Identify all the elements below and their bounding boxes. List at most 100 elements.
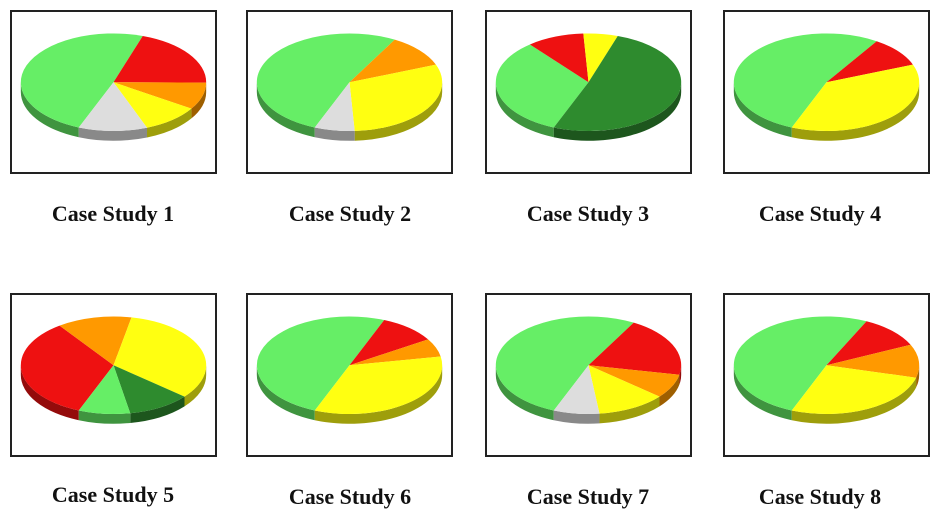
pie-top-faces <box>256 33 443 132</box>
pie-side-faces <box>733 82 920 141</box>
pie-top-faces <box>256 316 443 415</box>
pie-slice-1-light-green <box>733 33 877 128</box>
pie-slice-4-yellow <box>791 365 917 415</box>
pie-slice-4-yellow <box>314 356 443 415</box>
pie-slice-4-dark-green <box>113 365 185 414</box>
pie-side-4 <box>130 396 185 423</box>
caption-case-study-4: Case Study 4 <box>758 201 882 226</box>
pie-side-4 <box>553 82 682 141</box>
pie-side-3 <box>191 82 207 119</box>
pie-slice-1-light-green <box>256 33 395 128</box>
pie-side-3 <box>659 374 680 407</box>
pie-slice-2-red <box>826 41 913 83</box>
pie-side-4 <box>599 396 660 424</box>
pie-side-faces <box>256 82 443 141</box>
pie-side-1 <box>256 365 315 421</box>
pie-top-faces <box>495 33 682 132</box>
pie-slice-2-orange <box>349 39 436 83</box>
caption-case-study-5: Case Study 5 <box>51 482 175 507</box>
pie-slice-4-yellow <box>113 82 192 128</box>
pie-slice-4-gray <box>314 82 355 132</box>
pie-slice-3-orange <box>826 344 920 378</box>
pie-chart-2 <box>256 33 443 141</box>
pie-side-5 <box>78 127 148 141</box>
pie-panel-6 <box>246 293 453 457</box>
pie-chart-4 <box>733 33 920 141</box>
pie-side-4 <box>314 127 355 141</box>
caption-case-study-7: Case Study 7 <box>526 484 650 509</box>
pie-side-1 <box>733 365 792 421</box>
pie-slice-3-yellow <box>113 317 207 397</box>
pie-side-4 <box>791 377 917 424</box>
pie-side-faces <box>733 365 920 424</box>
pie-slice-5-gray <box>553 365 600 415</box>
pie-slice-1-light-green <box>256 316 385 411</box>
caption-case-study-6: Case Study 6 <box>288 484 412 509</box>
pie-side-faces <box>256 365 443 424</box>
pie-side-1 <box>495 365 554 421</box>
pie-side-3 <box>354 82 443 141</box>
pie-chart-5 <box>20 316 207 424</box>
pie-panel-4 <box>723 10 930 174</box>
pie-chart-6 <box>256 316 443 424</box>
pie-side-3 <box>184 365 207 407</box>
pie-side-1 <box>256 82 315 138</box>
pie-slice-2-red <box>349 320 429 366</box>
pie-side-4 <box>147 108 192 138</box>
pie-chart-7 <box>495 316 682 424</box>
pie-side-faces <box>495 82 682 141</box>
pie-side-faces <box>20 82 207 141</box>
pie-panel-8 <box>723 293 930 457</box>
pie-slice-4-yellow <box>588 365 660 414</box>
caption-case-study-2: Case Study 2 <box>288 201 412 226</box>
pie-side-faces <box>495 365 682 424</box>
pie-side-2 <box>679 365 682 385</box>
pie-slice-3-yellow <box>791 64 920 132</box>
pie-top-faces <box>20 33 207 132</box>
pie-slice-4-dark-green <box>553 35 682 132</box>
pie-slice-1-light-green <box>20 33 143 128</box>
pie-slice-2-red <box>588 322 682 375</box>
pie-top-faces <box>495 316 682 415</box>
pie-slice-2-red <box>529 33 589 83</box>
pie-side-3 <box>791 82 920 141</box>
pie-panel-2 <box>246 10 453 174</box>
pie-top-faces <box>20 316 207 415</box>
pie-slice-3-orange <box>113 82 207 109</box>
pie-slice-1-light-green <box>495 44 589 128</box>
pie-panel-7 <box>485 293 692 457</box>
pie-slice-5-light-green <box>78 365 131 415</box>
pie-slice-5-gray <box>78 82 148 132</box>
pie-slice-2-orange <box>59 316 132 366</box>
pie-side-1 <box>495 82 554 138</box>
pie-slice-3-orange <box>349 339 441 366</box>
pie-top-faces <box>733 316 920 415</box>
pie-side-1 <box>733 82 792 138</box>
pie-slice-1-light-green <box>733 316 867 411</box>
pie-slice-1-light-green <box>495 316 634 411</box>
pie-side-4 <box>314 365 443 424</box>
pie-side-5 <box>553 410 600 424</box>
pie-panel-1 <box>10 10 217 174</box>
pie-side-3 <box>916 365 920 388</box>
pie-side-1 <box>20 82 79 138</box>
pie-panel-3 <box>485 10 692 174</box>
pie-slice-2-red <box>826 321 911 366</box>
pie-slice-2-red <box>113 35 207 83</box>
caption-case-study-8: Case Study 8 <box>758 484 882 509</box>
pie-chart-8 <box>733 316 920 424</box>
pie-slice-1-red <box>20 325 114 411</box>
pie-chart-3 <box>495 33 682 141</box>
pie-slice-3-orange <box>588 365 680 397</box>
pie-side-faces <box>20 365 207 424</box>
pie-top-faces <box>733 33 920 132</box>
pie-side-1 <box>20 365 79 421</box>
pie-side-5 <box>78 410 131 424</box>
pie-panel-5 <box>10 293 217 457</box>
pie-slice-3-yellow <box>349 64 443 131</box>
caption-case-study-1: Case Study 1 <box>51 201 175 226</box>
caption-case-study-3: Case Study 3 <box>526 201 650 226</box>
pie-chart-1 <box>20 33 207 141</box>
pie-slice-3-yellow <box>583 33 618 83</box>
